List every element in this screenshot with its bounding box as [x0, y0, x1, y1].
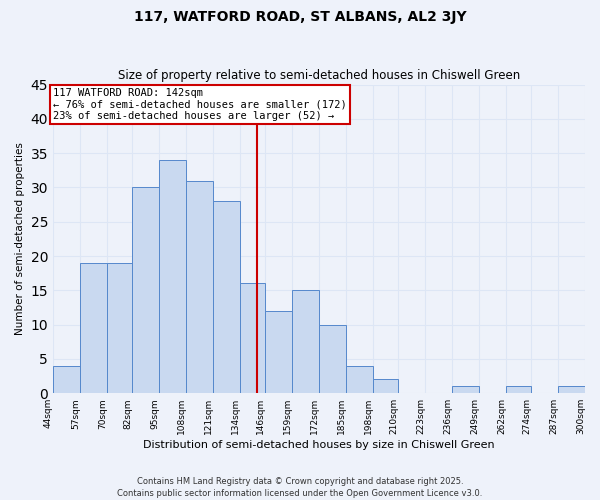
Text: Contains HM Land Registry data © Crown copyright and database right 2025.
Contai: Contains HM Land Registry data © Crown c…: [118, 476, 482, 498]
Bar: [240, 284, 265, 393]
Bar: [80, 263, 107, 393]
Y-axis label: Number of semi-detached properties: Number of semi-detached properties: [15, 142, 25, 336]
Text: 117 WATFORD ROAD: 142sqm
← 76% of semi-detached houses are smaller (172)
23% of : 117 WATFORD ROAD: 142sqm ← 76% of semi-d…: [53, 88, 347, 121]
Bar: [452, 386, 479, 393]
Bar: [213, 201, 240, 393]
Bar: [186, 180, 213, 393]
Text: 117, WATFORD ROAD, ST ALBANS, AL2 3JY: 117, WATFORD ROAD, ST ALBANS, AL2 3JY: [134, 10, 466, 24]
Bar: [265, 311, 292, 393]
Bar: [346, 366, 373, 393]
Bar: [159, 160, 186, 393]
Bar: [292, 290, 319, 393]
Bar: [107, 263, 132, 393]
Bar: [558, 386, 585, 393]
Bar: [132, 188, 159, 393]
Bar: [319, 324, 346, 393]
Bar: [373, 380, 398, 393]
Bar: [506, 386, 531, 393]
Bar: [53, 366, 80, 393]
X-axis label: Distribution of semi-detached houses by size in Chiswell Green: Distribution of semi-detached houses by …: [143, 440, 495, 450]
Title: Size of property relative to semi-detached houses in Chiswell Green: Size of property relative to semi-detach…: [118, 69, 520, 82]
